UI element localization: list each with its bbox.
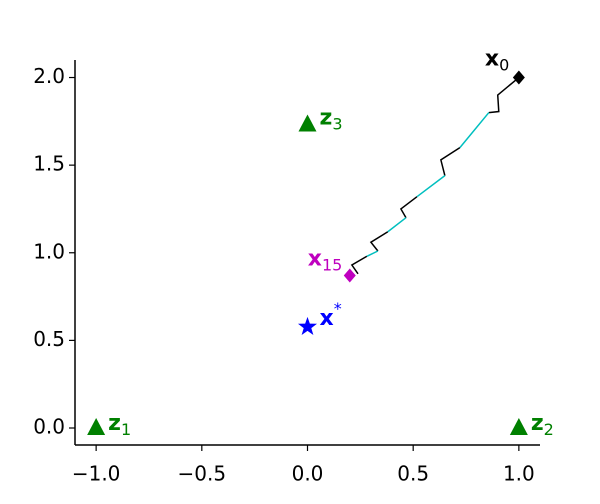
point-marker <box>87 418 106 436</box>
label-sub: 0 <box>499 55 509 74</box>
point-label: x15 <box>308 247 343 275</box>
point-marker <box>298 114 317 132</box>
x-tick-label: 0.5 <box>397 462 429 486</box>
x-tick-label: 0.0 <box>292 462 324 486</box>
point-label: x0 <box>485 47 509 75</box>
label-sub: 3 <box>332 114 342 133</box>
point-marker <box>512 70 525 85</box>
x-tick-label: −0.5 <box>178 462 227 486</box>
point-marker <box>343 268 356 283</box>
y-tick-label: 0.0 <box>33 415 65 439</box>
label-main: x <box>308 247 322 272</box>
label-main: z <box>320 105 333 130</box>
trajectory <box>350 76 520 275</box>
label-main: x <box>320 306 334 331</box>
y-tick-label: 1.0 <box>33 239 65 263</box>
x-tick-label: −1.0 <box>72 462 121 486</box>
y-tick-label: 2.0 <box>33 64 65 88</box>
label-sub: 15 <box>322 255 342 274</box>
x-tick-label: 1.0 <box>503 462 535 486</box>
label-sub: 2 <box>544 420 554 439</box>
point-label: x* <box>320 298 342 331</box>
trajectory <box>366 112 490 257</box>
label-sup: * <box>334 298 342 317</box>
point-marker <box>297 316 318 335</box>
label-main: z <box>531 411 544 436</box>
point-label: z1 <box>108 411 131 439</box>
y-tick-label: 0.5 <box>33 327 65 351</box>
label-main: x <box>485 47 499 72</box>
label-main: z <box>108 411 121 436</box>
point-label: z2 <box>531 411 554 439</box>
y-tick-label: 1.5 <box>33 152 65 176</box>
label-sub: 1 <box>121 420 131 439</box>
point-marker <box>509 418 528 436</box>
point-label: z3 <box>320 105 343 133</box>
